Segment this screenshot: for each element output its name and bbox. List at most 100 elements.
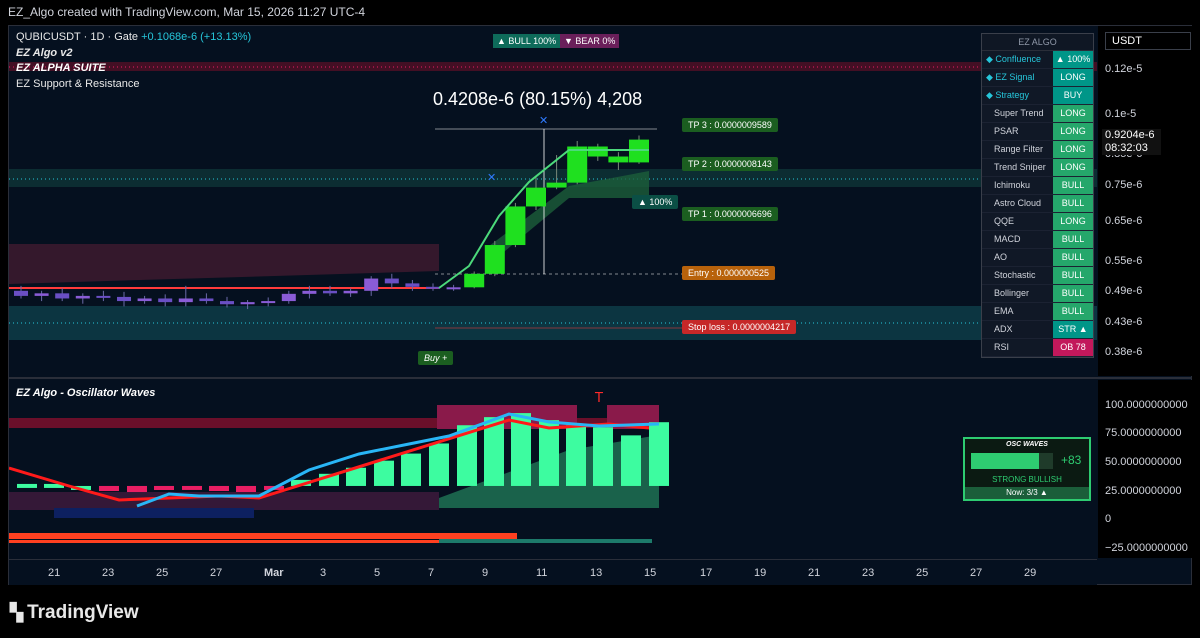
candle-body <box>426 286 440 289</box>
price-tick: 0.12e-5 <box>1105 63 1143 75</box>
osc-tick: 100.0000000000 <box>1105 399 1188 411</box>
osc-bar <box>566 425 586 486</box>
time-tick: 5 <box>374 567 381 579</box>
time-tick: 21 <box>808 567 821 579</box>
table-row-value: LONG <box>1053 159 1093 176</box>
symbol-change: +0.1068e-6 (+13.13%) <box>141 31 252 43</box>
price-axis[interactable] <box>1098 26 1192 376</box>
time-tick: 17 <box>700 567 713 579</box>
table-title: EZ ALGO <box>982 34 1093 51</box>
osc-bar <box>291 479 311 486</box>
candle-body <box>405 283 420 287</box>
measure-label: 0.4208e-6 (80.15%) 4,208 <box>433 89 643 109</box>
price-tick: 0.55e-6 <box>1105 255 1143 267</box>
resistance-cloud <box>9 244 439 284</box>
currency-selector[interactable]: USDT <box>1105 32 1191 50</box>
candle-body <box>364 278 379 291</box>
candle-body <box>608 156 629 163</box>
indicator-support-resistance[interactable]: EZ Support & Resistance <box>16 78 140 90</box>
osc-level-track <box>971 453 1053 469</box>
time-tick: 25 <box>156 567 169 579</box>
tv-logo-icon: ▚ <box>10 603 24 622</box>
table-row-label: ◆ Strategy <box>982 87 1053 104</box>
tradingview-logo[interactable]: ▚ TradingView <box>10 602 139 624</box>
buy-signal-label: Buy + <box>418 351 454 365</box>
time-tick: 3 <box>320 567 327 579</box>
time-tick: 23 <box>862 567 875 579</box>
green-cloud <box>489 171 649 256</box>
candle-body <box>281 293 296 302</box>
osc-bar <box>593 427 613 486</box>
table-row-label: MACD <box>982 231 1053 248</box>
candle-body <box>199 298 214 302</box>
table-row-value: LONG <box>1053 213 1093 230</box>
candle-body <box>220 301 234 305</box>
entry-label: Entry : 0.000000525 <box>682 266 776 280</box>
candle-body <box>384 278 399 284</box>
indicator-ez-algo[interactable]: EZ Algo v2 <box>16 47 73 59</box>
table-row: Bollinger BULL <box>982 285 1093 303</box>
bar-countdown: 08:32:03 <box>1105 142 1148 154</box>
last-price: 0.9204e-6 <box>1105 129 1155 141</box>
osc-bar <box>539 420 559 486</box>
stop-loss-label: Stop loss : 0.0000004217 <box>682 320 797 334</box>
candle-body <box>505 206 526 246</box>
table-row: ◆ Confluence ▲ 100% <box>982 51 1093 69</box>
osc-bar <box>44 483 64 488</box>
table-row: EMA BULL <box>982 303 1093 321</box>
osc-bar <box>374 460 394 486</box>
osc-bar <box>99 485 119 492</box>
price-tick: 0.65e-6 <box>1105 215 1143 227</box>
osc-bar <box>127 485 147 493</box>
osc-tick: 0 <box>1105 513 1112 525</box>
osc-bar <box>484 417 504 486</box>
table-row-value: BULL <box>1053 249 1093 266</box>
symbol-info[interactable]: QUBICUSDT · 1D · Gate +0.1068e-6 (+13.13… <box>16 31 251 43</box>
osc-teal-bottom <box>439 539 652 543</box>
candle-body <box>240 302 255 305</box>
table-row-value: BULL <box>1053 231 1093 248</box>
candle-body <box>137 298 152 302</box>
osc-bar <box>429 443 449 486</box>
table-row-value: STR ▲ <box>1053 321 1093 338</box>
table-row-value: LONG <box>1053 123 1093 140</box>
table-row: ◆ EZ Signal LONG <box>982 69 1093 87</box>
main-chart-canvas[interactable]: ✕ ✕ <box>9 26 1097 376</box>
osc-tick: −25.0000000000 <box>1105 542 1188 554</box>
candles-group <box>14 135 649 310</box>
table-row: Trend Sniper LONG <box>982 159 1093 177</box>
table-row-label: Range Filter <box>982 141 1053 158</box>
osc-bar <box>649 422 669 486</box>
table-row-label: Super Trend <box>982 105 1053 122</box>
table-row-label: Astro Cloud <box>982 195 1053 212</box>
pane-divider[interactable] <box>9 377 1192 379</box>
chart-header-title: EZ_Algo created with TradingView.com, Ma… <box>8 5 366 19</box>
table-row: Super Trend LONG <box>982 105 1093 123</box>
osc-bar <box>209 485 229 492</box>
table-row-label: RSI <box>982 339 1053 356</box>
bull-badge: ▲ BULL 100% <box>493 34 561 48</box>
osc-title[interactable]: EZ Algo - Oscillator Waves <box>16 387 156 399</box>
table-row: Range Filter LONG <box>982 141 1093 159</box>
osc-panel-title: OSC WAVES <box>1006 441 1048 448</box>
osc-bar <box>154 485 174 491</box>
table-row-value: BULL <box>1053 285 1093 302</box>
table-row-value: BUY <box>1053 87 1093 104</box>
oscillator-canvas[interactable]: T <box>9 380 1097 558</box>
table-row-label: ◆ Confluence <box>982 51 1053 68</box>
time-axis[interactable] <box>9 559 1097 585</box>
candle-body <box>178 298 193 303</box>
candle-body <box>446 287 461 290</box>
table-row-value: BULL <box>1053 303 1093 320</box>
indicator-alpha-suite[interactable]: EZ ALPHA SUITE <box>16 62 106 74</box>
table-row: QQE LONG <box>982 213 1093 231</box>
osc-now: Now: 3/3 ▲ <box>965 487 1089 499</box>
osc-axis[interactable] <box>1098 380 1192 558</box>
time-tick: 11 <box>536 567 548 579</box>
candle-body <box>343 290 358 294</box>
tp3-label: TP 3 : 0.0000009589 <box>682 118 778 132</box>
osc-t-marker: T <box>594 391 603 406</box>
candle-body <box>567 146 588 183</box>
table-row-label: PSAR <box>982 123 1053 140</box>
price-tick: 0.38e-6 <box>1105 346 1143 358</box>
